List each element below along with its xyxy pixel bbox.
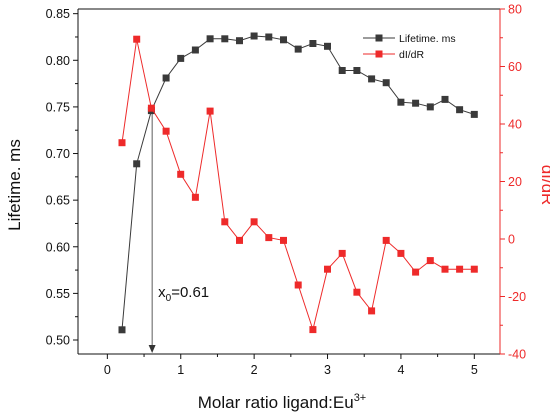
didr-point-24	[470, 265, 478, 273]
didr-point-16	[353, 288, 361, 296]
didr-point-18	[382, 236, 390, 244]
x-tick-label-4: 4	[397, 363, 404, 377]
legend-lifetime-marker	[375, 34, 383, 42]
didr-point-7	[221, 218, 229, 226]
right-tick-label-4: 40	[508, 118, 522, 132]
right-tick-label-6: 80	[508, 3, 522, 17]
x0-annotation-sub: 0	[166, 293, 172, 304]
didr-point-10	[265, 234, 273, 242]
x-tick-label-1: 1	[177, 363, 184, 377]
lifetime-point-18	[382, 79, 390, 87]
didr-point-19	[397, 249, 405, 257]
didr-point-1	[133, 35, 141, 43]
right-tick-label-1: -20	[508, 290, 526, 304]
didr-point-3	[162, 127, 170, 135]
x-tick-label-5: 5	[471, 363, 478, 377]
left-tick-label-3: 0.65	[46, 194, 70, 208]
didr-point-15	[338, 249, 346, 257]
x-axis-title: Molar ratio ligand:Eu3+	[198, 392, 366, 412]
x-tick-label-0: 0	[104, 363, 111, 377]
right-tick-label-2: 0	[508, 233, 515, 247]
axes-layer: 0 1 2 3 4 5 0.50 0.55 0.60 0.65 0.70 0.75 0.80 0.85 -4…	[46, 3, 526, 378]
lifetime-point-1	[133, 160, 141, 168]
x-tick-label-2: 2	[251, 363, 258, 377]
lifetime-point-5	[191, 46, 199, 54]
left-tick-label-6: 0.80	[46, 54, 70, 68]
lifetime-point-10	[265, 33, 273, 41]
didr-point-9	[250, 218, 258, 226]
didr-point-5	[191, 193, 199, 201]
left-tick-label-7: 0.85	[46, 7, 70, 21]
lifetime-point-16	[353, 67, 361, 74]
right-tick-label-0: -40	[508, 348, 526, 362]
lifetime-point-9	[250, 32, 258, 40]
lifetime-point-4	[177, 54, 185, 62]
didr-point-17	[368, 307, 376, 315]
x-axis-title-sup: 3+	[354, 392, 367, 404]
lifetime-point-23	[456, 106, 464, 114]
legend: Lifetime. ms dI/dR	[363, 33, 456, 61]
x0-annotation-main: x	[158, 284, 166, 301]
legend-didr-label: dI/dR	[399, 49, 425, 61]
lifetime-point-0	[118, 326, 126, 334]
lifetime-point-14	[324, 42, 331, 50]
lifetime-point-7	[221, 35, 229, 43]
lifetime-point-22	[441, 95, 449, 103]
didr-point-22	[441, 265, 449, 273]
right-tick-label-5: 60	[508, 60, 522, 74]
annotation-layer: x0=0.61	[148, 112, 209, 353]
left-tick-label-1: 0.55	[46, 287, 70, 301]
series-layer	[118, 32, 478, 334]
didr-point-4	[177, 170, 185, 178]
didr-point-6	[206, 107, 214, 115]
didr-point-23	[456, 265, 464, 273]
lifetime-point-21	[426, 103, 434, 111]
didr-point-14	[324, 265, 331, 273]
lifetime-point-3	[162, 74, 170, 82]
lifetime-point-17	[368, 75, 376, 83]
lifetime-point-6	[206, 35, 214, 43]
left-tick-label-2: 0.60	[46, 240, 70, 254]
didr-point-2	[147, 104, 155, 112]
left-axis-title: Lifetime. ms	[5, 139, 24, 231]
lifetime-point-19	[397, 98, 405, 106]
legend-lifetime-label: Lifetime. ms	[399, 33, 456, 45]
x-tick-label-3: 3	[324, 363, 331, 377]
didr-point-8	[236, 236, 243, 244]
left-tick-label-5: 0.75	[46, 100, 70, 114]
x0-annotation: x0=0.61	[158, 284, 209, 304]
x-axis-title-main: Molar ratio ligand:Eu	[198, 393, 354, 412]
lifetime-point-15	[338, 67, 346, 74]
arrow-head	[148, 345, 156, 353]
right-tick-label-3: 20	[508, 175, 522, 189]
didr-point-13	[309, 326, 317, 334]
left-tick-label-0: 0.50	[46, 334, 70, 348]
x0-annotation-rest: =0.61	[171, 284, 209, 301]
lifetime-point-11	[280, 36, 287, 44]
didr-point-12	[294, 281, 302, 289]
lifetime-point-12	[294, 45, 302, 53]
didr-point-20	[412, 268, 420, 276]
lifetime-point-13	[309, 40, 317, 47]
right-axis-title: dI/dR	[538, 165, 550, 206]
left-tick-label-4: 0.70	[46, 147, 70, 161]
legend-didr-marker	[375, 50, 383, 58]
lifetime-point-8	[236, 37, 243, 45]
didr-point-0	[118, 139, 126, 147]
didr-point-21	[426, 257, 434, 265]
didr-point-11	[280, 236, 287, 244]
lifetime-point-24	[470, 110, 478, 118]
lifetime-point-20	[412, 99, 420, 107]
